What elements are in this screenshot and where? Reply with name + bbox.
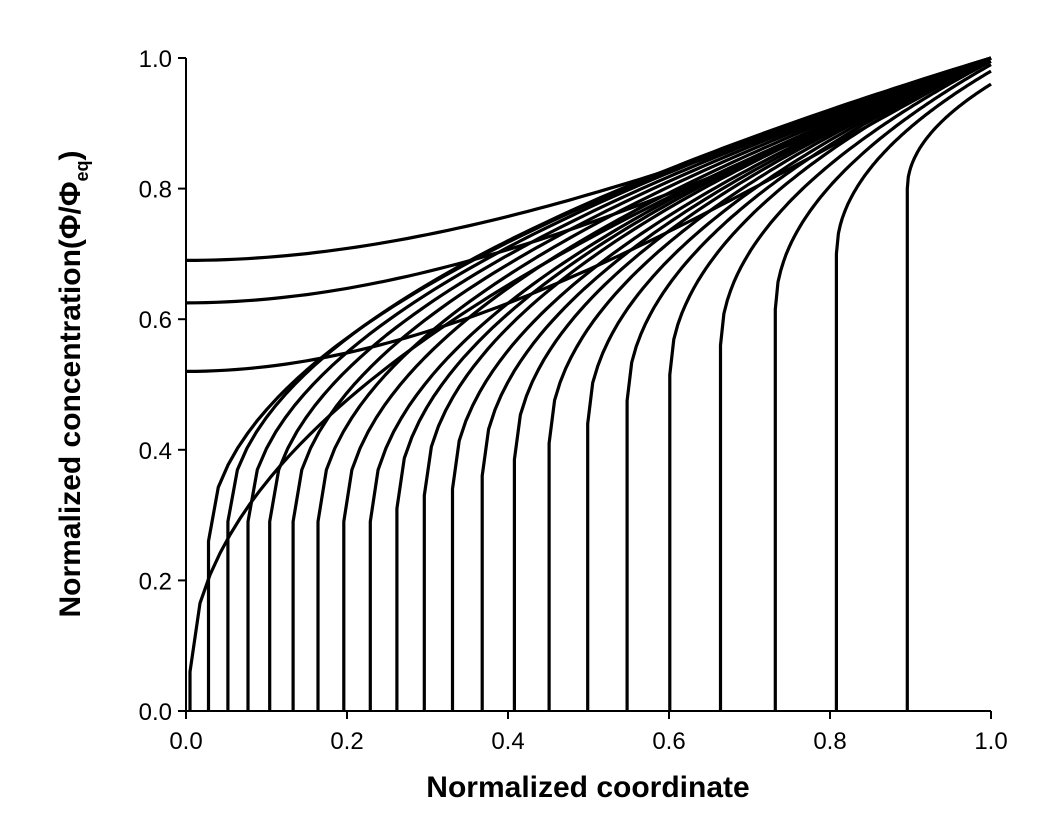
profile-curve-22: [905, 82, 992, 711]
y-tick-label: 0.6: [139, 307, 172, 334]
axis-ticks: [178, 57, 992, 719]
y-axis-title-main: Normalized concentration(: [54, 239, 87, 617]
y-axis-title-close: ): [54, 151, 87, 161]
y-axis-title-phi-2: Φ: [54, 182, 87, 207]
profile-curve-21: [834, 69, 992, 711]
y-tick-label: 0.8: [139, 177, 172, 204]
series-group: [185, 56, 992, 711]
profile-curve-20: [773, 63, 992, 711]
x-tick-label: 0.0: [169, 728, 202, 755]
y-tick-label: 0.2: [139, 568, 172, 595]
y-axis-title-slash: /: [54, 205, 87, 214]
y-axis-title: Normalized concentration(Φ/Φeq): [54, 151, 92, 618]
x-tick-label: 0.4: [491, 728, 524, 755]
y-tick-label: 0.4: [139, 438, 172, 465]
tick-labels: 0.0 0.2 0.4 0.6 0.8 1.0 0.0 0.2 0.4 0.6 0.8 1.0: [139, 46, 1008, 755]
x-tick-label: 1.0: [974, 728, 1007, 755]
y-axis-title-subscript: eq: [72, 161, 92, 182]
x-tick-label: 0.2: [330, 728, 363, 755]
profile-curve-8: [342, 56, 992, 711]
profile-curve-18: [668, 56, 992, 711]
x-tick-label: 0.8: [813, 728, 846, 755]
profile-curve-19: [718, 59, 992, 711]
x-axis-title: Normalized coordinate: [426, 771, 749, 804]
y-tick-label: 1.0: [139, 46, 172, 73]
y-axis-title-phi-1: Φ: [54, 214, 87, 239]
axes-frame: [185, 58, 991, 712]
y-tick-label: 0.0: [139, 699, 172, 726]
x-tick-label: 0.6: [652, 728, 685, 755]
